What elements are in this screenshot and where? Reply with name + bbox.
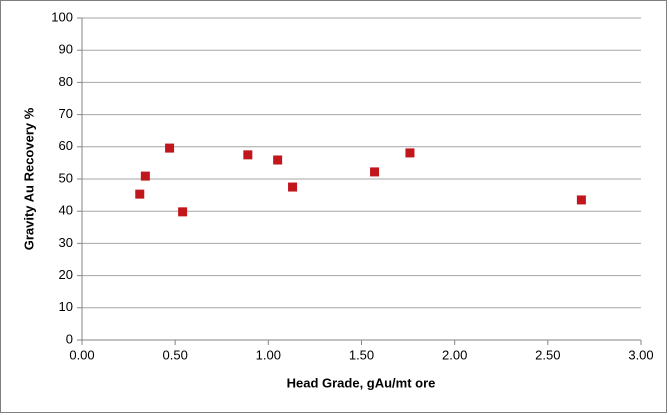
x-tick-label: 2.50 — [535, 347, 560, 362]
point — [273, 155, 283, 165]
point — [288, 182, 298, 192]
point — [370, 167, 380, 177]
x-tick-label: 3.00 — [628, 347, 653, 362]
point — [178, 207, 188, 217]
point — [576, 195, 586, 205]
x-axis-title: Head Grade, gAu/mt ore — [287, 375, 436, 390]
point — [140, 171, 150, 181]
y-tick-label: 0 — [66, 331, 73, 346]
y-tick-label: 10 — [59, 299, 73, 314]
x-tick-label: 0.00 — [69, 347, 94, 362]
x-tick-label: 1.50 — [349, 347, 374, 362]
point — [405, 148, 415, 158]
y-axis-title: Gravity Au Recovery % — [21, 107, 36, 250]
y-tick-label: 100 — [51, 9, 73, 24]
y-tick-label: 20 — [59, 267, 73, 282]
y-tick-label: 90 — [59, 42, 73, 57]
y-tick-label: 70 — [59, 106, 73, 121]
y-tick-label: 60 — [59, 138, 73, 153]
x-tick-label: 1.00 — [256, 347, 281, 362]
x-tick-label: 2.00 — [442, 347, 467, 362]
y-tick-label: 50 — [59, 170, 73, 185]
y-tick-label: 80 — [59, 74, 73, 89]
point — [165, 143, 175, 153]
y-tick-label: 40 — [59, 203, 73, 218]
point — [135, 189, 145, 199]
x-tick-label: 0.50 — [163, 347, 188, 362]
point — [243, 150, 253, 160]
y-tick-label: 30 — [59, 235, 73, 250]
